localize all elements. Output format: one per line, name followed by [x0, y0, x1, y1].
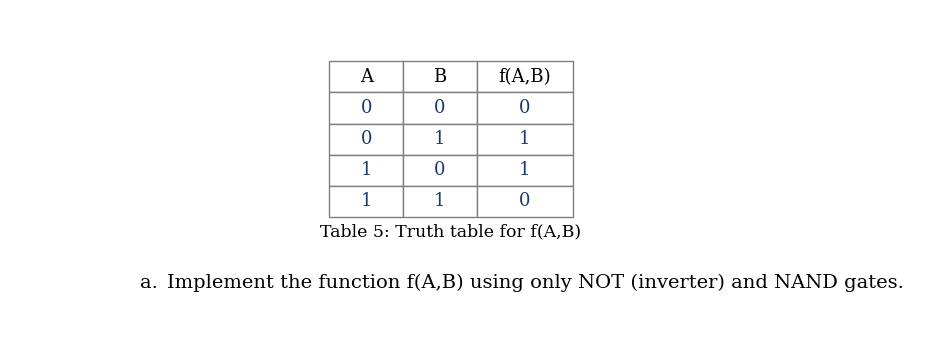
Text: 1: 1 — [434, 130, 446, 148]
Bar — [329, 186, 403, 217]
Bar — [403, 186, 477, 217]
Bar — [403, 124, 477, 155]
Text: 1: 1 — [434, 193, 446, 210]
Text: 0: 0 — [361, 130, 372, 148]
Bar — [477, 124, 573, 155]
Bar — [329, 92, 403, 124]
Bar — [403, 155, 477, 186]
Bar — [477, 92, 573, 124]
Text: 0: 0 — [434, 161, 446, 179]
Text: Table 5: Truth table for f(A,B): Table 5: Truth table for f(A,B) — [321, 224, 582, 241]
Text: 0: 0 — [519, 193, 530, 210]
Text: A: A — [360, 68, 372, 86]
Text: 0: 0 — [361, 99, 372, 117]
Text: f(A,B): f(A,B) — [499, 68, 551, 86]
Bar — [403, 92, 477, 124]
Bar — [477, 61, 573, 92]
Text: a.: a. — [140, 274, 157, 291]
Text: 1: 1 — [519, 130, 530, 148]
Bar — [477, 155, 573, 186]
Bar — [403, 61, 477, 92]
Bar — [329, 155, 403, 186]
Text: Implement the function f(A,B) using only NOT (inverter) and NAND gates.: Implement the function f(A,B) using only… — [167, 274, 903, 291]
Text: 1: 1 — [361, 161, 372, 179]
Text: 1: 1 — [361, 193, 372, 210]
Bar — [329, 61, 403, 92]
Text: 0: 0 — [434, 99, 446, 117]
Bar — [477, 186, 573, 217]
Bar — [329, 124, 403, 155]
Text: 1: 1 — [519, 161, 530, 179]
Text: 0: 0 — [519, 99, 530, 117]
Text: B: B — [433, 68, 446, 86]
